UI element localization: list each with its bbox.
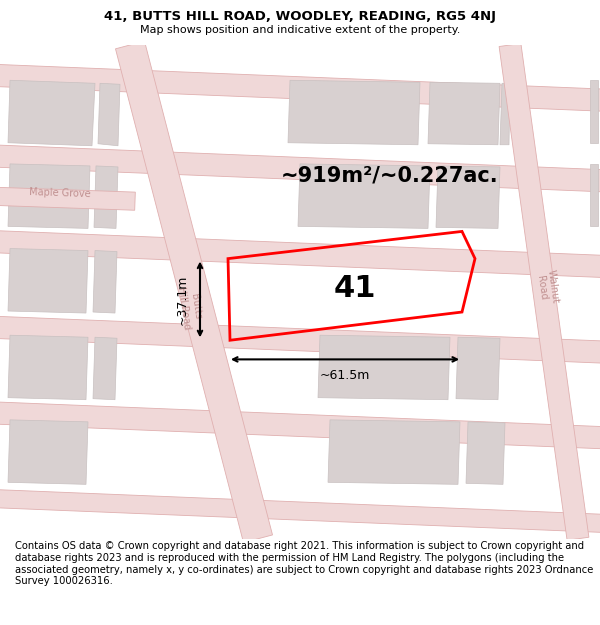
Polygon shape	[288, 80, 420, 145]
Polygon shape	[328, 420, 460, 484]
Polygon shape	[93, 338, 117, 400]
Polygon shape	[428, 82, 500, 145]
Polygon shape	[0, 145, 600, 192]
Polygon shape	[94, 166, 118, 228]
Polygon shape	[8, 335, 88, 400]
Polygon shape	[8, 420, 88, 484]
Polygon shape	[590, 80, 598, 142]
Text: 41: 41	[334, 274, 376, 303]
Polygon shape	[115, 41, 272, 542]
Polygon shape	[93, 251, 117, 313]
Polygon shape	[318, 335, 450, 400]
Polygon shape	[0, 64, 600, 111]
Polygon shape	[8, 249, 88, 313]
Polygon shape	[0, 489, 600, 532]
Polygon shape	[0, 231, 600, 278]
Polygon shape	[0, 187, 136, 210]
Polygon shape	[500, 83, 510, 145]
Polygon shape	[8, 80, 95, 146]
Polygon shape	[98, 83, 120, 146]
Text: 41, BUTTS HILL ROAD, WOODLEY, READING, RG5 4NJ: 41, BUTTS HILL ROAD, WOODLEY, READING, R…	[104, 10, 496, 23]
Polygon shape	[590, 164, 598, 226]
Text: ~919m²/~0.227ac.: ~919m²/~0.227ac.	[281, 166, 499, 186]
Text: ~61.5m: ~61.5m	[320, 369, 370, 382]
Text: Maple Grove: Maple Grove	[29, 187, 91, 199]
Polygon shape	[0, 402, 600, 449]
Polygon shape	[499, 44, 589, 540]
Polygon shape	[456, 338, 500, 400]
Text: Walnut
Road: Walnut Road	[534, 268, 560, 305]
Polygon shape	[436, 166, 500, 228]
Text: Contains OS data © Crown copyright and database right 2021. This information is : Contains OS data © Crown copyright and d…	[15, 541, 593, 586]
Text: ~37.1m: ~37.1m	[176, 274, 188, 324]
Polygon shape	[0, 316, 600, 363]
Text: Map shows position and indicative extent of the property.: Map shows position and indicative extent…	[140, 25, 460, 35]
Polygon shape	[8, 164, 90, 228]
Polygon shape	[298, 164, 430, 228]
Polygon shape	[466, 422, 505, 484]
Text: Butts
Hill Road: Butts Hill Road	[176, 284, 204, 330]
